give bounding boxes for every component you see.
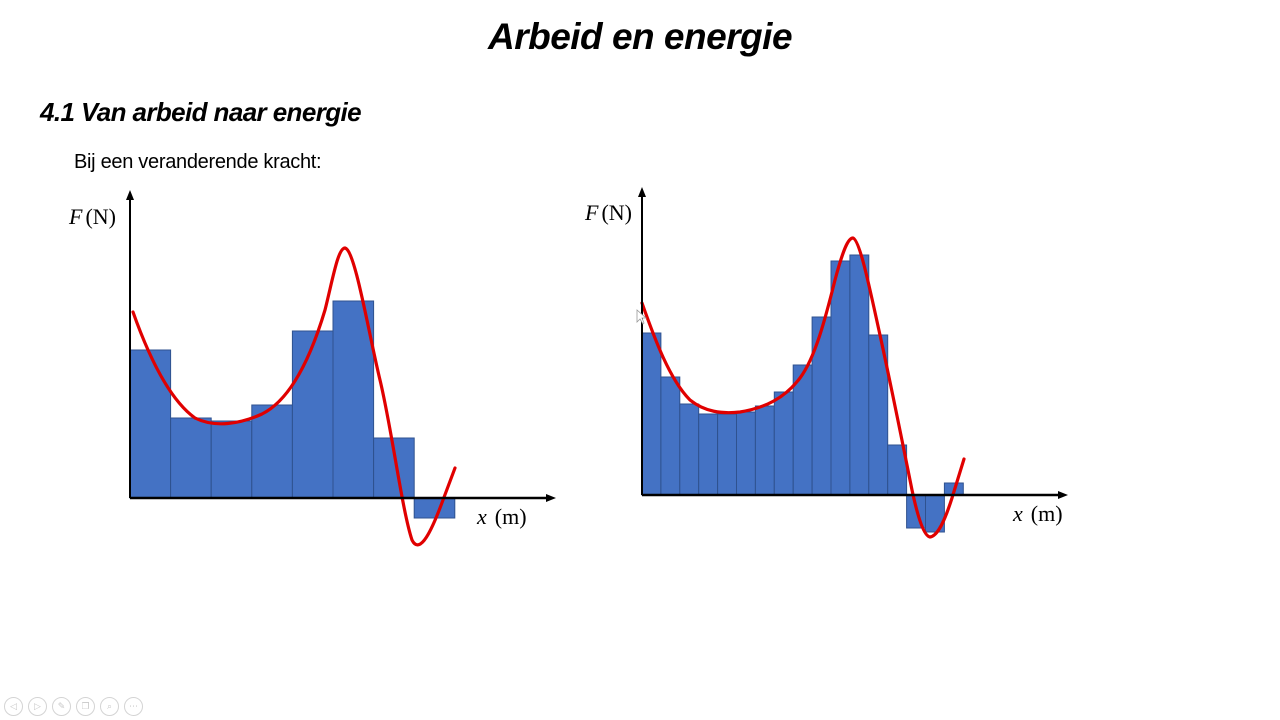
bar — [679, 403, 700, 496]
next-slide-button[interactable]: ▷ — [28, 697, 47, 716]
x-axis-label: x (m) — [1012, 501, 1063, 526]
mouse-cursor-icon — [636, 309, 648, 325]
zoom-icon: ⌕ — [106, 701, 113, 712]
more-options-button[interactable]: ⋯ — [124, 697, 143, 716]
bar — [641, 332, 662, 496]
previous-slide-icon: ◁ — [10, 701, 17, 712]
slides-overview-button[interactable]: ❐ — [76, 697, 95, 716]
force-curve — [131, 246, 457, 547]
bar — [849, 254, 870, 496]
zoom-button[interactable]: ⌕ — [100, 697, 119, 716]
bar-group — [129, 300, 456, 519]
bar — [660, 376, 681, 496]
bar — [717, 413, 737, 496]
bar — [811, 316, 832, 496]
bar — [754, 405, 775, 496]
bar — [736, 411, 756, 496]
bar — [210, 420, 253, 499]
y-axis-label: F (N) — [584, 200, 632, 225]
next-slide-icon: ▷ — [34, 701, 41, 712]
bar-group — [641, 254, 964, 533]
bar — [170, 417, 212, 499]
body-text: Bij een veranderende kracht: — [74, 151, 322, 173]
x-axis-arrow-icon — [1058, 491, 1068, 499]
y-axis-label: F (N) — [68, 204, 116, 229]
slide-title: Arbeid en energie — [487, 16, 793, 57]
pen-icon: ✎ — [57, 701, 66, 712]
presenter-controls: ◁ ▷ ✎ ❐ ⌕ ⋯ — [4, 697, 143, 716]
bar — [251, 404, 293, 499]
slides-overview-icon: ❐ — [81, 701, 90, 712]
y-axis-arrow-icon — [638, 187, 646, 197]
more-options-icon: ⋯ — [129, 701, 138, 712]
y-axis-arrow-icon — [126, 190, 134, 200]
section-heading: 4.1 Van arbeid naar energie — [40, 97, 362, 127]
bar — [698, 413, 719, 496]
x-axis-label: x (m) — [476, 504, 527, 529]
bar — [830, 260, 851, 496]
force-curve — [640, 236, 966, 539]
bar — [291, 330, 334, 499]
pen-button[interactable]: ✎ — [52, 697, 71, 716]
previous-slide-button[interactable]: ◁ — [4, 697, 23, 716]
bar — [773, 391, 794, 496]
x-axis-arrow-icon — [546, 494, 556, 502]
